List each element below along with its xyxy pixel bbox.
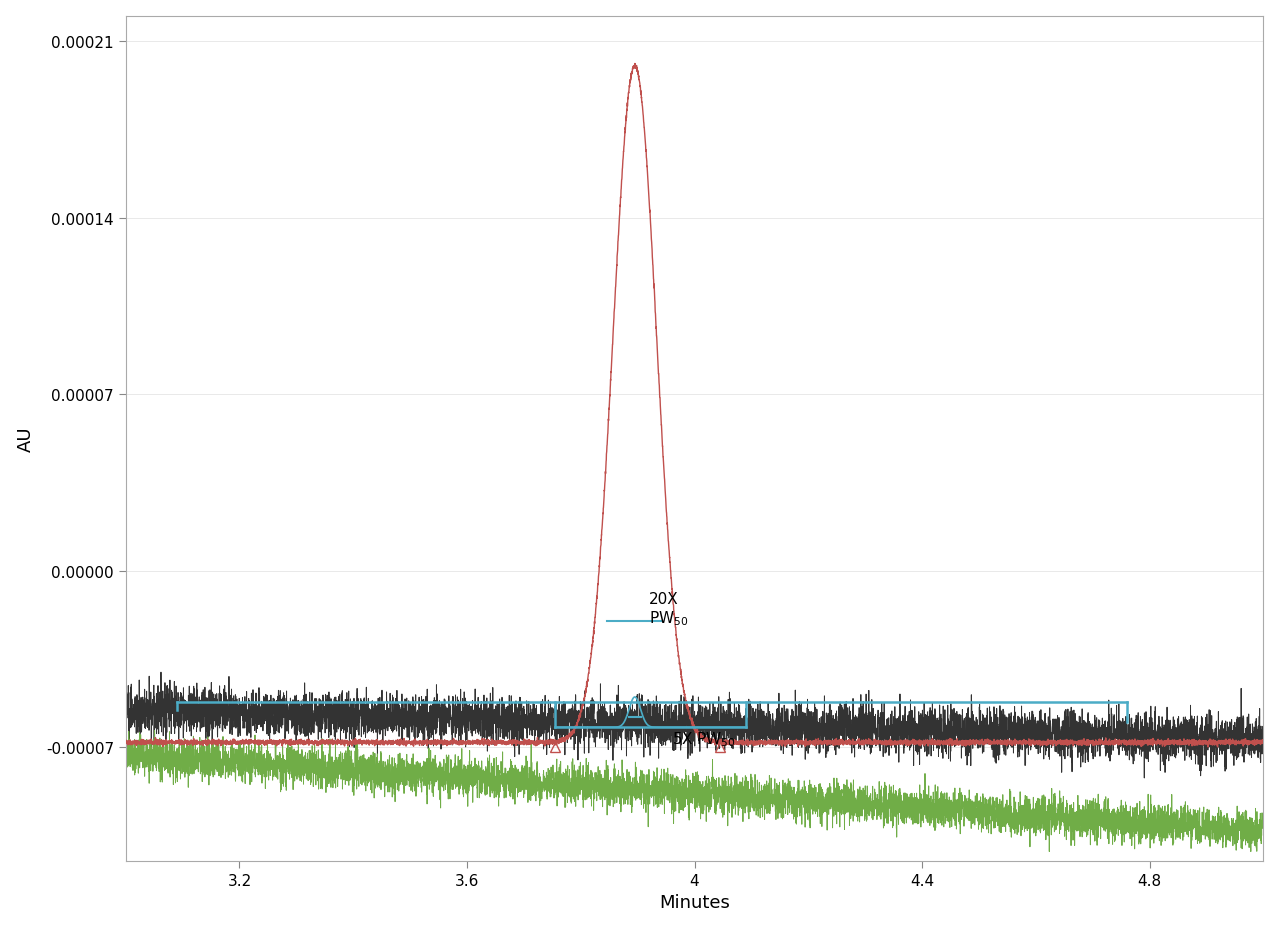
Text: 20X
PW$_{50}$: 20X PW$_{50}$ — [649, 591, 689, 628]
X-axis label: Minutes: Minutes — [659, 894, 730, 911]
Text: 5X PW$_{50}$: 5X PW$_{50}$ — [672, 730, 736, 749]
Y-axis label: AU: AU — [17, 426, 35, 452]
